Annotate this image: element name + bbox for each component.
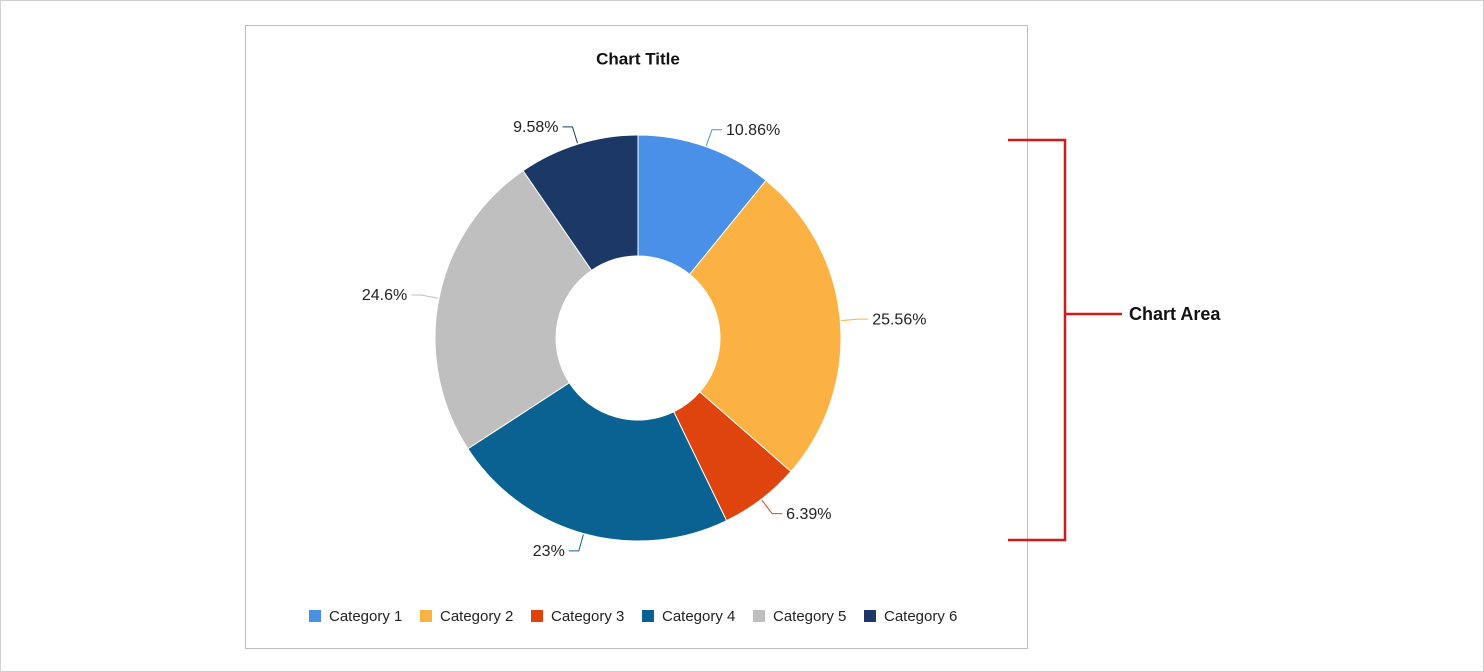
legend-swatch	[309, 610, 321, 622]
legend-label: Category 2	[440, 608, 513, 625]
leader-line	[705, 129, 722, 146]
donut-slice	[467, 382, 728, 542]
legend-swatch	[531, 610, 543, 622]
data-label: 23%	[533, 543, 565, 560]
data-label: 10.86%	[726, 122, 780, 139]
legend-swatch	[420, 610, 432, 622]
donut-slice	[434, 169, 593, 450]
chart-area	[245, 25, 1028, 649]
legend-label: Category 1	[329, 608, 402, 625]
annotation-bracket	[1008, 138, 1122, 542]
legend-swatch	[753, 610, 765, 622]
data-label: 9.58%	[513, 119, 558, 136]
chart-title: Chart Title	[596, 49, 680, 68]
legend-swatch	[642, 610, 654, 622]
legend-label: Category 4	[662, 608, 735, 625]
donut-slice	[689, 179, 842, 473]
leader-line	[411, 294, 438, 299]
leader-line	[761, 499, 783, 515]
data-label: 24.6%	[362, 287, 407, 304]
legend-label: Category 6	[884, 608, 957, 625]
leader-line	[841, 318, 869, 322]
legend-swatch	[864, 610, 876, 622]
annotation-label: Chart Area	[1129, 304, 1221, 324]
donut-slice	[522, 134, 639, 272]
data-label: 25.56%	[872, 311, 926, 328]
data-label: 6.39%	[786, 506, 831, 523]
leader-line	[562, 126, 578, 144]
legend-label: Category 3	[551, 608, 624, 625]
legend-label: Category 5	[773, 608, 846, 625]
leader-line	[568, 534, 584, 552]
